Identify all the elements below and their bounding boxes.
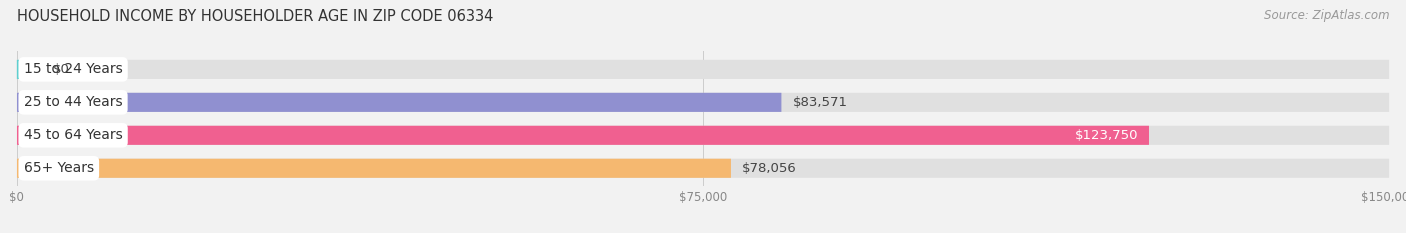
- Text: $83,571: $83,571: [793, 96, 848, 109]
- Text: 25 to 44 Years: 25 to 44 Years: [24, 95, 122, 109]
- Text: Source: ZipAtlas.com: Source: ZipAtlas.com: [1264, 9, 1389, 22]
- FancyBboxPatch shape: [17, 60, 1389, 79]
- Text: HOUSEHOLD INCOME BY HOUSEHOLDER AGE IN ZIP CODE 06334: HOUSEHOLD INCOME BY HOUSEHOLDER AGE IN Z…: [17, 9, 494, 24]
- FancyBboxPatch shape: [17, 159, 1389, 178]
- FancyBboxPatch shape: [17, 93, 782, 112]
- FancyBboxPatch shape: [17, 60, 42, 79]
- Text: 65+ Years: 65+ Years: [24, 161, 94, 175]
- Text: $0: $0: [52, 63, 69, 76]
- Text: 15 to 24 Years: 15 to 24 Years: [24, 62, 122, 76]
- Text: 45 to 64 Years: 45 to 64 Years: [24, 128, 122, 142]
- Text: $123,750: $123,750: [1074, 129, 1137, 142]
- FancyBboxPatch shape: [17, 93, 1389, 112]
- FancyBboxPatch shape: [17, 126, 1149, 145]
- FancyBboxPatch shape: [17, 159, 731, 178]
- FancyBboxPatch shape: [17, 126, 1389, 145]
- Text: $78,056: $78,056: [742, 162, 797, 175]
